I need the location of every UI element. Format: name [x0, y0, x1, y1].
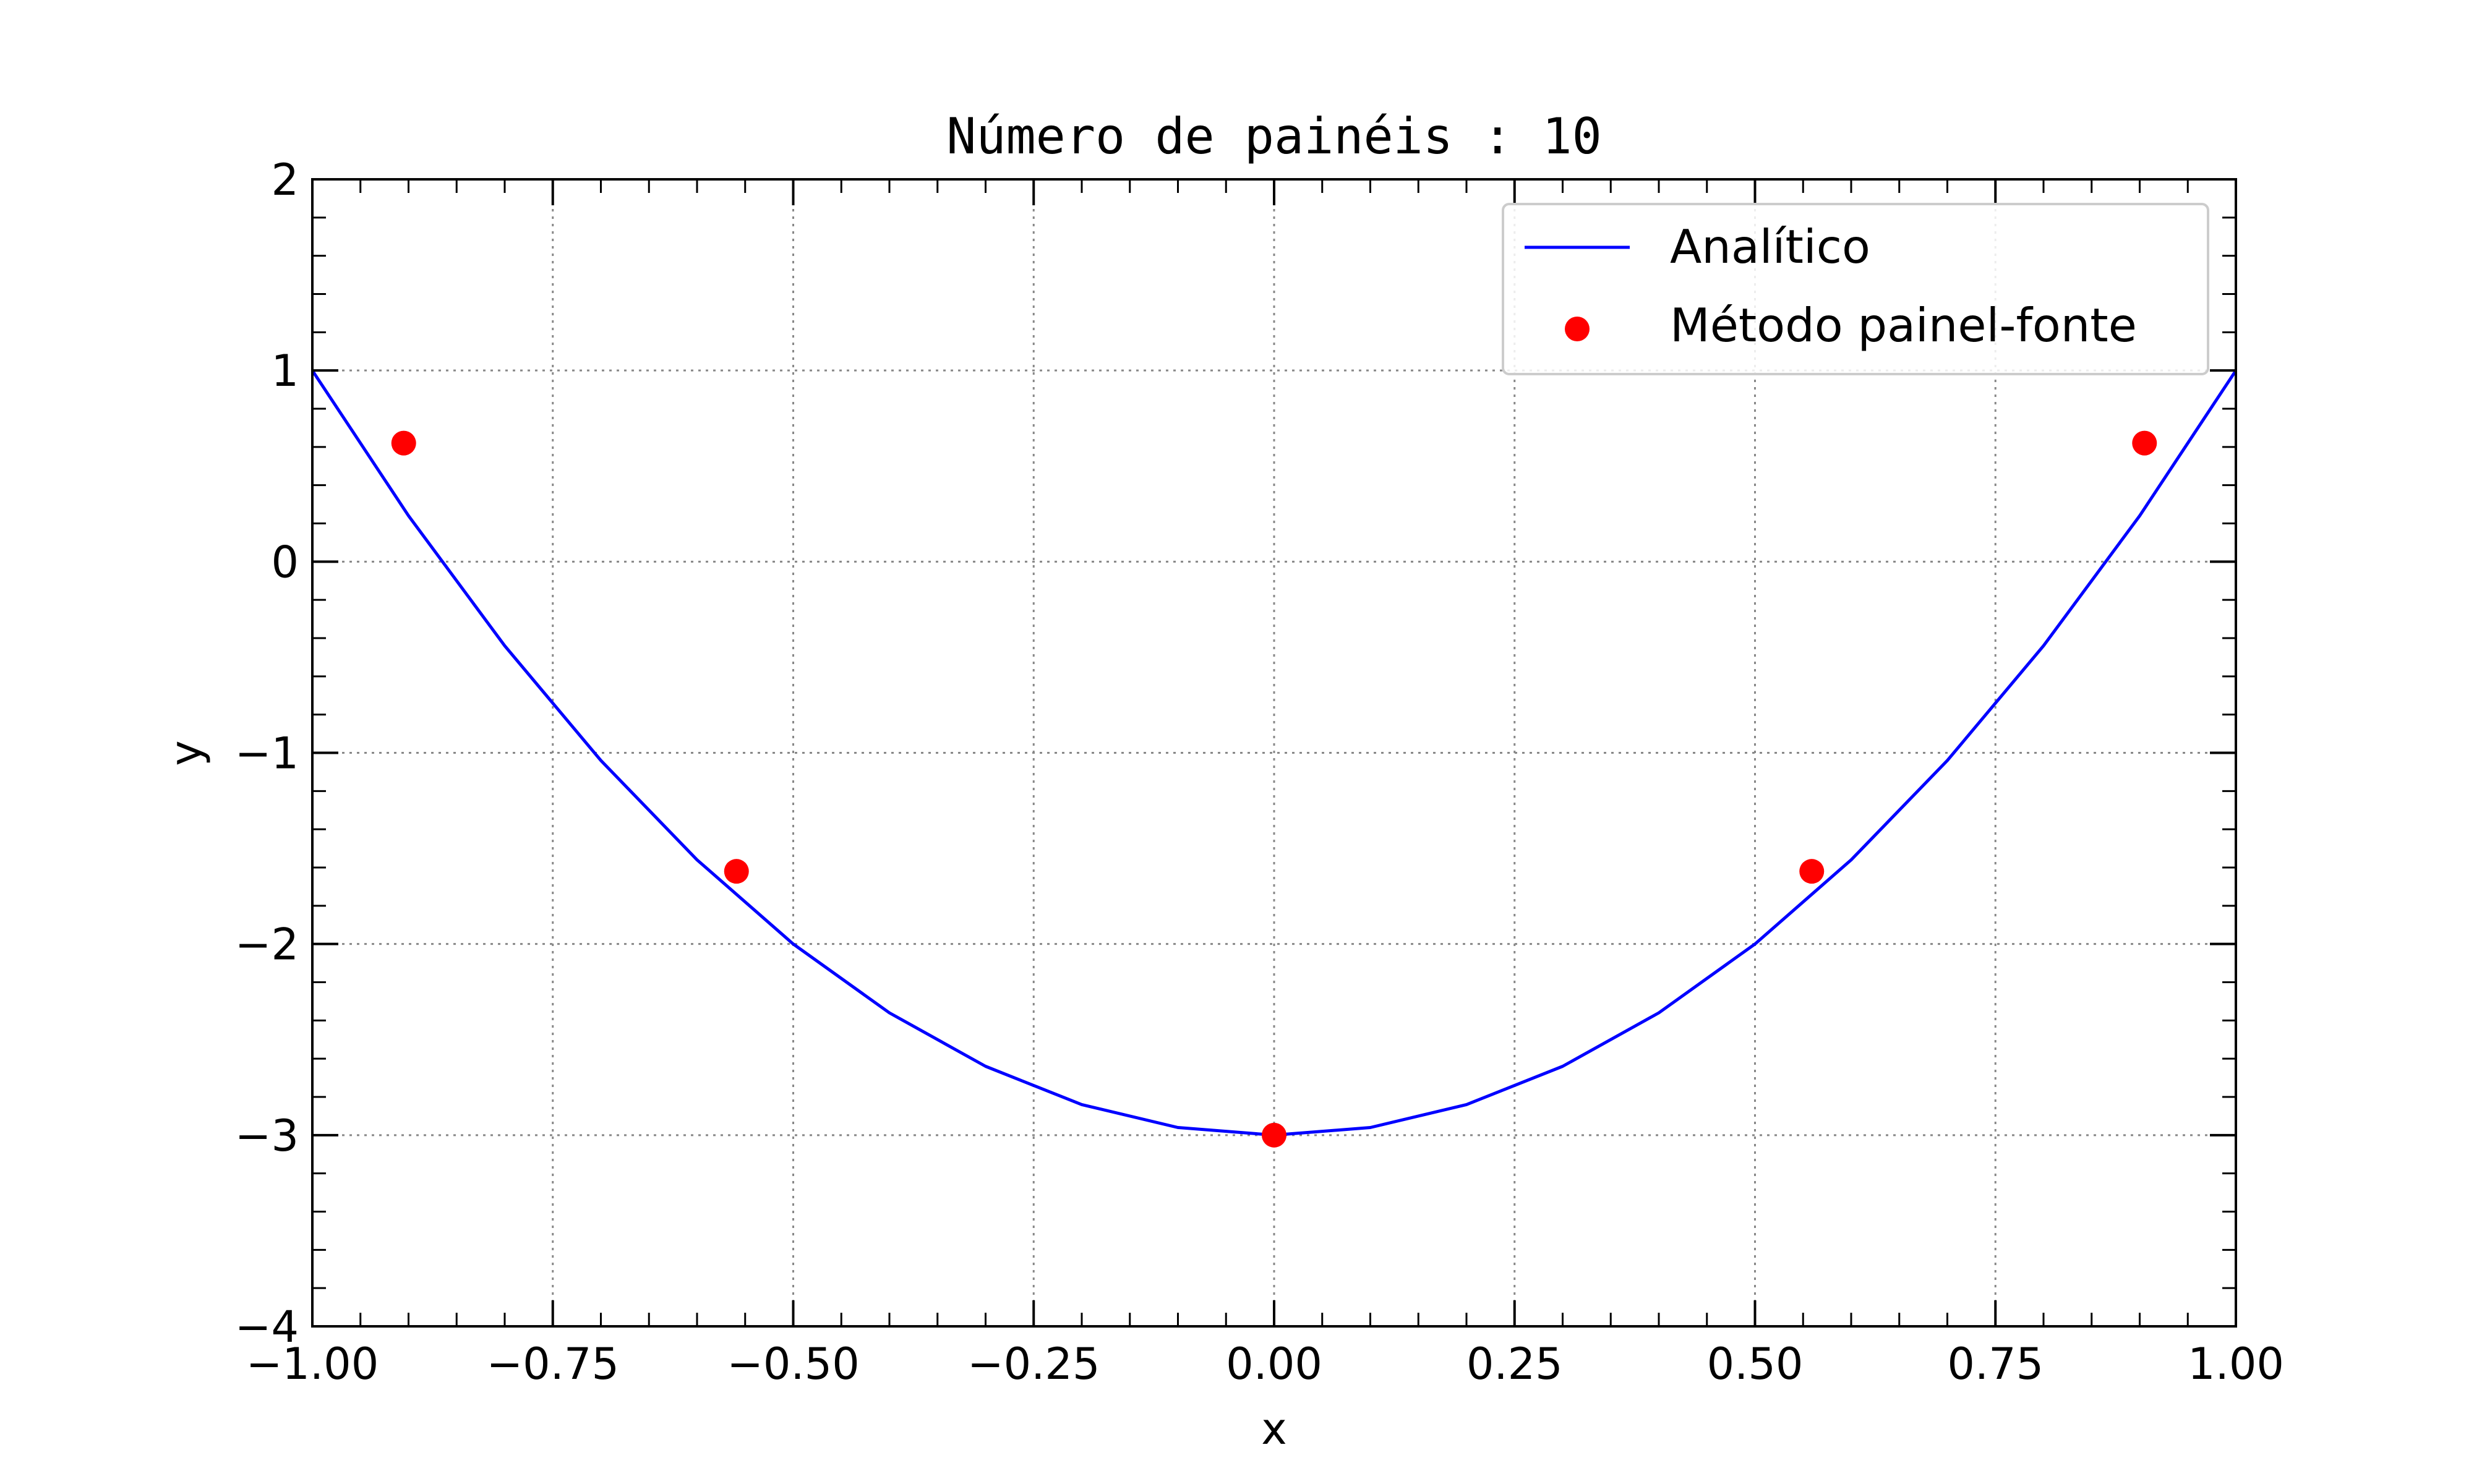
- tick-labels: −1.00 −0.75 −0.50 −0.25 0.00 0.25 0.50 0.75 1.00…: [235, 155, 2284, 1389]
- y-tick-label: 2: [271, 155, 299, 205]
- y-tick-label: 0: [271, 537, 299, 587]
- panel-source-point: [391, 430, 416, 456]
- y-tick-label: 1: [271, 346, 299, 396]
- y-tick-label: −3: [235, 1111, 299, 1161]
- legend-label-analitico: Analítico: [1670, 220, 1870, 274]
- legend-label-metodo: Método painel-fonte: [1670, 298, 2137, 352]
- x-tick-label: 0.00: [1226, 1339, 1322, 1389]
- grid: [312, 179, 2236, 1326]
- y-tick-label: −1: [235, 728, 299, 779]
- y-tick-label: −2: [235, 919, 299, 970]
- panel-source-point: [1262, 1122, 1286, 1148]
- y-tick-label: −4: [235, 1302, 299, 1352]
- panel-source-point: [2132, 430, 2157, 456]
- x-tick-label: −0.75: [486, 1339, 619, 1389]
- legend-box: [1502, 203, 2209, 375]
- x-tick-label: −0.25: [967, 1339, 1100, 1389]
- x-tick-label: 1.00: [2188, 1339, 2284, 1389]
- panel-source-point: [724, 859, 749, 884]
- plot-area: [310, 369, 2238, 1148]
- x-tick-label: 0.75: [1947, 1339, 2044, 1389]
- chart-title: Número de painéis : 10: [946, 108, 1602, 165]
- legend-marker-swatch: [1565, 317, 1590, 341]
- plot-frame: [311, 178, 2237, 1328]
- y-axis-label: y: [161, 740, 212, 765]
- x-tick-label: 0.25: [1466, 1339, 1563, 1389]
- x-axis-label: x: [1261, 1404, 1286, 1454]
- legend: Analítico Método painel-fonte: [1502, 203, 2209, 375]
- x-tick-label: 0.50: [1707, 1339, 1804, 1389]
- panel-source-point: [1799, 859, 1825, 884]
- x-tick-label: −0.50: [727, 1339, 860, 1389]
- x-tick-label: −1.00: [246, 1339, 379, 1389]
